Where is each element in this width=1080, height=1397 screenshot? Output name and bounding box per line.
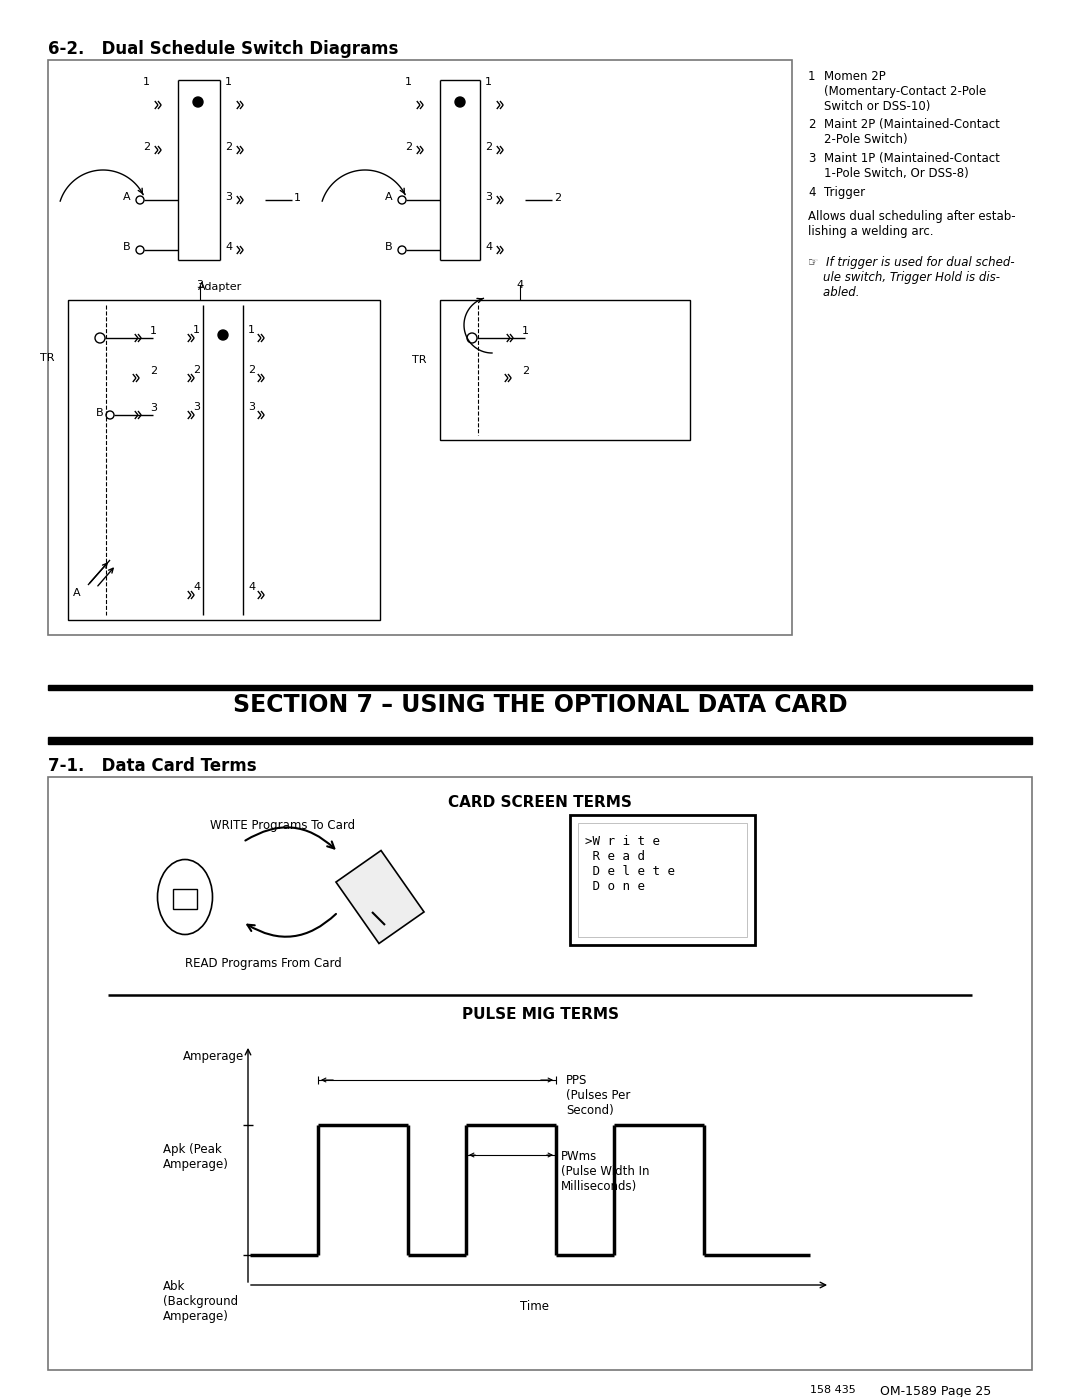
Bar <box>48 60 792 636</box>
Bar <box>68 300 380 620</box>
Text: 3: 3 <box>225 191 232 203</box>
Text: Momen 2P
(Momentary-Contact 2-Pole
Switch or DSS-10): Momen 2P (Momentary-Contact 2-Pole Switc… <box>824 70 986 113</box>
Text: Maint 1P (Maintained-Contact
1-Pole Switch, Or DSS-8): Maint 1P (Maintained-Contact 1-Pole Swit… <box>824 152 1000 180</box>
Text: Trigger: Trigger <box>824 186 865 198</box>
Text: 2: 2 <box>485 142 492 152</box>
Text: TR: TR <box>411 355 427 365</box>
Text: 4: 4 <box>225 242 232 251</box>
Text: 1: 1 <box>193 326 200 335</box>
Text: 1: 1 <box>150 326 157 337</box>
Text: 2: 2 <box>808 117 815 131</box>
Circle shape <box>218 330 228 339</box>
Text: 3: 3 <box>248 402 255 412</box>
Text: 4: 4 <box>193 583 200 592</box>
Text: 1: 1 <box>248 326 255 335</box>
Bar <box>48 685 1032 690</box>
Text: Maint 2P (Maintained-Contact
2-Pole Switch): Maint 2P (Maintained-Contact 2-Pole Swit… <box>824 117 1000 147</box>
Text: B: B <box>384 242 393 251</box>
Text: 4: 4 <box>808 186 815 198</box>
Text: B: B <box>96 408 104 418</box>
Text: 3: 3 <box>485 191 492 203</box>
Bar <box>440 300 690 440</box>
Text: 2: 2 <box>193 365 200 374</box>
Text: 4: 4 <box>485 242 492 251</box>
Text: 3: 3 <box>150 402 157 414</box>
Text: 3: 3 <box>197 279 203 291</box>
Text: 3: 3 <box>193 402 200 412</box>
Text: 4: 4 <box>516 279 524 291</box>
Text: 2: 2 <box>248 365 255 374</box>
Circle shape <box>455 96 465 108</box>
Text: PWms
(Pulse Width In
Milliseconds): PWms (Pulse Width In Milliseconds) <box>561 1150 649 1193</box>
Text: CARD SCREEN TERMS: CARD SCREEN TERMS <box>448 795 632 810</box>
Text: 3: 3 <box>808 152 815 165</box>
Text: 2: 2 <box>405 142 413 152</box>
Text: B: B <box>123 242 131 251</box>
Text: SECTION 7 – USING THE OPTIONAL DATA CARD: SECTION 7 – USING THE OPTIONAL DATA CARD <box>232 693 848 717</box>
Text: TR: TR <box>40 353 54 363</box>
Circle shape <box>193 96 203 108</box>
Text: 1: 1 <box>485 77 492 87</box>
Text: ☞  If trigger is used for dual sched-
    ule switch, Trigger Hold is dis-
    a: ☞ If trigger is used for dual sched- ule… <box>808 256 1014 299</box>
Text: 1: 1 <box>225 77 232 87</box>
Bar <box>48 738 1032 745</box>
Text: PPS
(Pulses Per
Second): PPS (Pulses Per Second) <box>566 1074 631 1118</box>
Text: Time: Time <box>519 1301 549 1313</box>
Text: Amperage: Amperage <box>183 1051 244 1063</box>
Bar <box>48 777 1032 1370</box>
Text: WRITE Programs To Card: WRITE Programs To Card <box>210 819 355 833</box>
Bar <box>570 814 755 944</box>
Text: 1: 1 <box>808 70 815 82</box>
Text: 2: 2 <box>225 142 232 152</box>
Text: >W r i t e
 R e a d
 D e l e t e
 D o n e: >W r i t e R e a d D e l e t e D o n e <box>585 835 675 893</box>
Text: 1: 1 <box>143 77 150 87</box>
Text: 6-2.   Dual Schedule Switch Diagrams: 6-2. Dual Schedule Switch Diagrams <box>48 41 399 59</box>
Text: OM-1589 Page 25: OM-1589 Page 25 <box>880 1384 991 1397</box>
Text: Abk
(Background
Amperage): Abk (Background Amperage) <box>163 1280 238 1323</box>
Text: Adapter: Adapter <box>198 282 242 292</box>
Text: 2: 2 <box>143 142 150 152</box>
Text: 2: 2 <box>522 366 529 376</box>
Text: 2: 2 <box>150 366 157 376</box>
Text: Apk (Peak
Amperage): Apk (Peak Amperage) <box>163 1143 229 1171</box>
Text: A: A <box>384 191 393 203</box>
Text: 1: 1 <box>522 326 529 337</box>
Polygon shape <box>336 851 424 943</box>
Text: 158 435: 158 435 <box>810 1384 855 1396</box>
Text: Allows dual scheduling after estab-
lishing a welding arc.: Allows dual scheduling after estab- lish… <box>808 210 1015 237</box>
Text: 1: 1 <box>405 77 411 87</box>
Text: PULSE MIG TERMS: PULSE MIG TERMS <box>461 1007 619 1023</box>
Bar <box>173 888 197 909</box>
Text: 4: 4 <box>248 583 255 592</box>
Text: A: A <box>123 191 131 203</box>
Text: 7-1.   Data Card Terms: 7-1. Data Card Terms <box>48 757 257 775</box>
Text: A: A <box>73 588 81 598</box>
Bar <box>578 823 747 937</box>
Text: READ Programs From Card: READ Programs From Card <box>185 957 341 970</box>
Text: 2: 2 <box>554 193 562 203</box>
Text: 1: 1 <box>294 193 301 203</box>
